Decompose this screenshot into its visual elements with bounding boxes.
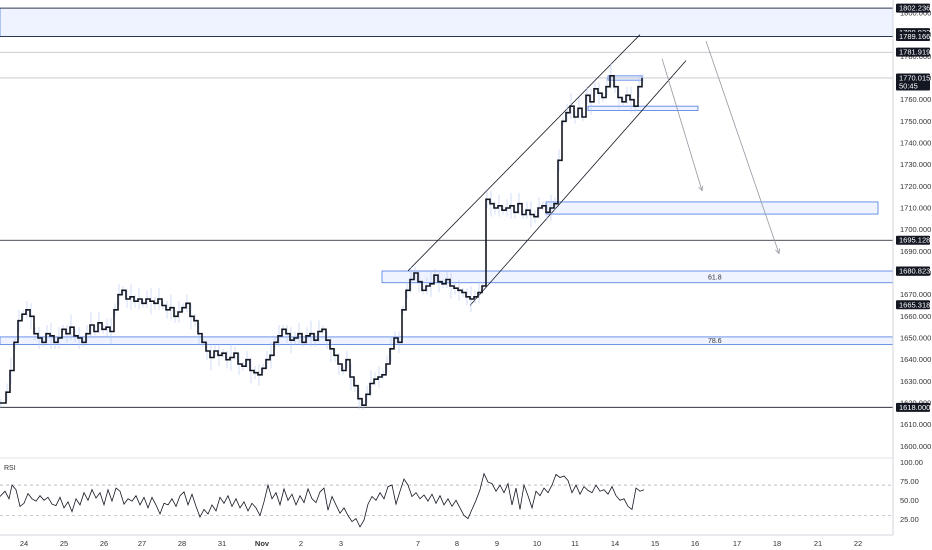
- time-axis[interactable]: 24 25 26 27 28 31 Nov 2 3 7 8 9 10 11 14 15 16 17 18 21 22: [20, 539, 862, 548]
- price-tick-label: 1700.000: [900, 225, 931, 234]
- time-tick-label: 18: [773, 539, 781, 548]
- fib-78-6-zone: [0, 336, 894, 345]
- price-tick-label: 1710.000: [900, 204, 931, 213]
- projection-arrow-head: [698, 185, 704, 192]
- time-tick-label: 16: [691, 539, 699, 548]
- price-tag: [896, 266, 930, 276]
- price-tag-label: 1802.236: [899, 4, 930, 13]
- time-tick-label: 10: [533, 539, 541, 548]
- price-tick-label: 1760.000: [900, 95, 931, 104]
- rsi-tick-label: 25.00: [900, 515, 919, 524]
- time-tick-label: 2: [299, 539, 303, 548]
- time-tick-label: 24: [20, 539, 28, 548]
- price-tick-label: 1730.000: [900, 160, 931, 169]
- price-tag-label: 1781.919: [899, 48, 930, 57]
- time-tick-label: 14: [611, 539, 619, 548]
- rsi-label: RSI: [4, 465, 16, 472]
- price-tick-label: 1640.000: [900, 355, 931, 364]
- time-tick-label: 8: [455, 539, 459, 548]
- price-tick-label: 1690.000: [900, 247, 931, 256]
- price-tag: [896, 31, 930, 41]
- price-tag-label: 1695.128: [899, 236, 930, 245]
- price-series: [0, 62, 644, 410]
- time-tick-label: 27: [138, 539, 146, 548]
- price-tick-label: 1660.000: [900, 312, 931, 321]
- price-line: [0, 75, 643, 406]
- target-zone-1710: [545, 201, 879, 215]
- price-tag-label: 1618.000: [899, 403, 930, 412]
- time-tick-label: 31: [218, 539, 226, 548]
- fib-78-6-zone-label: 78.6: [708, 338, 722, 345]
- rsi-tick-label: 50.00: [900, 496, 919, 505]
- price-tag: [896, 3, 930, 13]
- price-tick-label: 1800.000: [900, 9, 931, 18]
- price-tick-label: 1630.000: [900, 377, 931, 386]
- fib-61-8-zone: [381, 270, 894, 284]
- price-tag-label: 1680.823: [899, 267, 930, 276]
- price-tick-label: 1720.000: [900, 182, 931, 191]
- price-tick-label: 1740.000: [900, 139, 931, 148]
- rsi-pane[interactable]: RSI 25.00 50.00 75.00 100.00: [0, 458, 923, 528]
- price-tag: [896, 235, 930, 245]
- time-tick-label: 25: [60, 539, 68, 548]
- supply-zone: [0, 7, 894, 37]
- time-tick-label: 21: [814, 539, 822, 548]
- price-tag-label: 1789.166: [899, 32, 930, 41]
- rsi-tick-label: 75.00: [900, 477, 919, 486]
- time-tick-label: 3: [339, 539, 343, 548]
- projection-arrow: [661, 58, 703, 191]
- price-tag: [896, 73, 930, 91]
- channel-upper-line: [407, 34, 641, 272]
- price-tick-label: 1750.000: [900, 117, 931, 126]
- price-tag: [896, 402, 930, 412]
- time-tick-label: 11: [571, 539, 579, 548]
- rsi-tick-label: 100.00: [900, 458, 923, 467]
- time-tick-label: 22: [854, 539, 862, 548]
- time-tick-label: 9: [495, 539, 499, 548]
- price-tick-label: 1650.000: [900, 334, 931, 343]
- price-tick-label: 1670.000: [900, 290, 931, 299]
- minor-zone-1755: [587, 105, 699, 111]
- price-tag-label: 1770.015: [899, 73, 930, 82]
- fib-61-8-zone-label: 61.8: [708, 274, 722, 281]
- time-tick-label: 26: [100, 539, 108, 548]
- channel-lower-line: [469, 60, 687, 306]
- rsi-line: [0, 472, 645, 528]
- time-tick-label: 17: [733, 539, 741, 548]
- horizontal-lines-layer: [0, 7, 893, 408]
- price-tags-layer: 1802.2361790.9221789.1661781.9191770.015…: [896, 3, 930, 412]
- price-tag-countdown: 50:45: [899, 81, 918, 90]
- price-tag-label: 1665.318: [899, 300, 930, 309]
- channel-layer: [407, 34, 687, 306]
- projection-arrows-layer: [661, 41, 780, 255]
- price-tag: [896, 47, 930, 57]
- projection-arrow: [705, 41, 780, 254]
- time-tick-label: 15: [651, 539, 659, 548]
- price-tick-label: 1610.000: [900, 420, 931, 429]
- price-tick-label: 1600.000: [900, 442, 931, 451]
- time-tick-label: 28: [178, 539, 186, 548]
- time-tick-label: 7: [416, 539, 420, 548]
- projection-arrow-head: [775, 248, 780, 255]
- price-tag: [896, 300, 930, 310]
- time-tick-label: Nov: [255, 539, 270, 548]
